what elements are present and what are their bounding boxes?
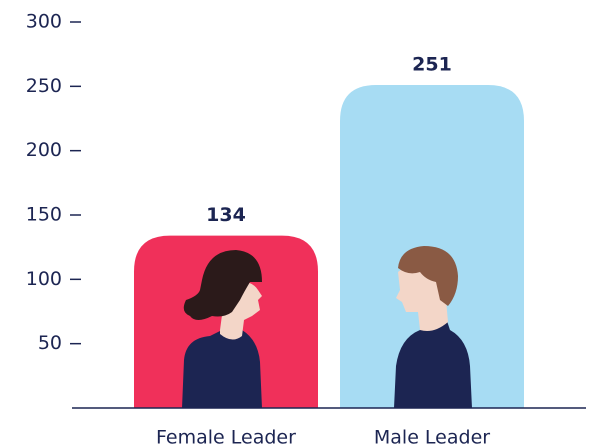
y-tick-label: 150: [26, 204, 62, 226]
figures: [182, 246, 472, 408]
y-tick-label: 200: [26, 139, 62, 161]
y-tick-label: 100: [26, 268, 62, 290]
chart: 50 100 150 200 250 300 134 Female Leader 251 Male…: [0, 0, 592, 448]
y-tick-label: 50: [38, 332, 62, 354]
x-tick-label: Female Leader: [156, 427, 296, 448]
y-tick-label: 250: [26, 75, 62, 97]
x-tick-label: Male Leader: [374, 427, 490, 448]
value-label: 134: [206, 204, 246, 226]
y-tick-label: 300: [26, 11, 62, 33]
value-label: 251: [412, 54, 452, 76]
